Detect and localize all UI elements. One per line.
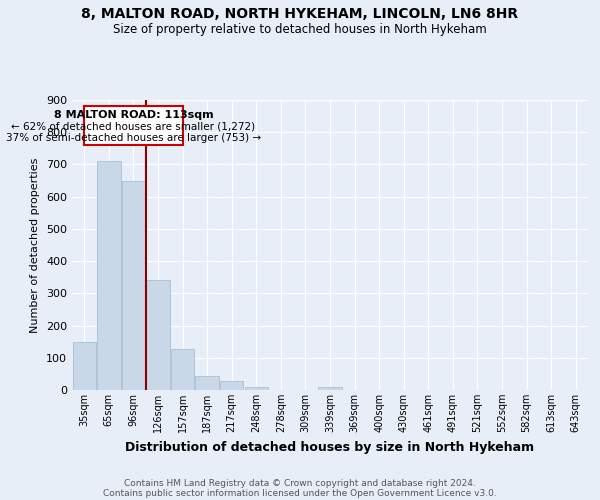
Text: 37% of semi-detached houses are larger (753) →: 37% of semi-detached houses are larger (…	[6, 133, 261, 143]
Bar	[171, 349, 194, 390]
Text: 8 MALTON ROAD: 113sqm: 8 MALTON ROAD: 113sqm	[53, 110, 213, 120]
X-axis label: Distribution of detached houses by size in North Hykeham: Distribution of detached houses by size …	[125, 440, 535, 454]
Text: Size of property relative to detached houses in North Hykeham: Size of property relative to detached ho…	[113, 22, 487, 36]
Bar	[196, 376, 219, 390]
Text: Contains public sector information licensed under the Open Government Licence v3: Contains public sector information licen…	[103, 488, 497, 498]
Bar	[97, 161, 121, 390]
Bar	[319, 388, 341, 390]
Text: 8, MALTON ROAD, NORTH HYKEHAM, LINCOLN, LN6 8HR: 8, MALTON ROAD, NORTH HYKEHAM, LINCOLN, …	[82, 8, 518, 22]
Bar	[146, 280, 170, 390]
Y-axis label: Number of detached properties: Number of detached properties	[31, 158, 40, 332]
Bar	[245, 387, 268, 390]
Bar	[73, 342, 96, 390]
Text: ← 62% of detached houses are smaller (1,272): ← 62% of detached houses are smaller (1,…	[11, 122, 256, 132]
Text: Contains HM Land Registry data © Crown copyright and database right 2024.: Contains HM Land Registry data © Crown c…	[124, 478, 476, 488]
Bar	[122, 180, 145, 390]
Bar	[220, 381, 244, 390]
